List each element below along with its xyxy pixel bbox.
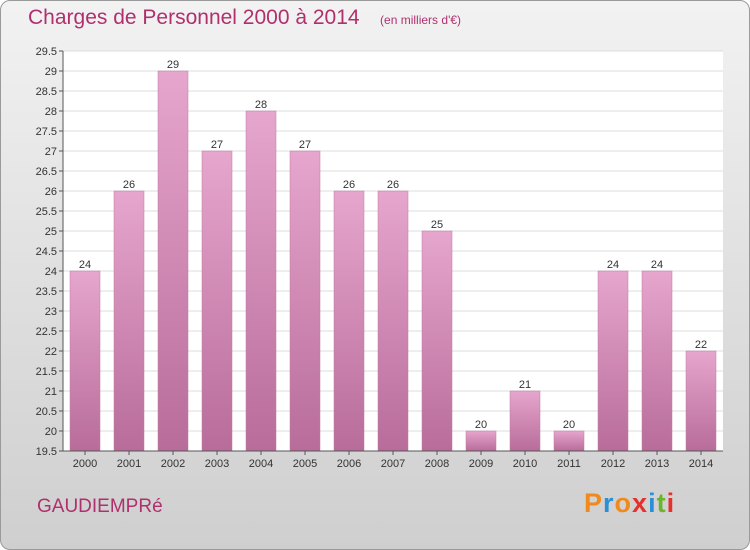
commune-name: GAUDIEMPRé	[37, 496, 163, 517]
chart-subtitle: (en milliers d'€)	[380, 13, 462, 27]
bar	[289, 150, 321, 452]
y-tick-label: 20.5	[36, 406, 57, 418]
data-label: 26	[343, 179, 355, 191]
bar	[377, 190, 409, 452]
x-tick-label: 2004	[249, 458, 273, 470]
data-label: 26	[387, 179, 399, 191]
bar	[245, 110, 277, 452]
data-label: 20	[475, 419, 487, 431]
x-tick-label: 2011	[557, 458, 581, 470]
bar	[465, 430, 497, 452]
x-tick-label: 2003	[205, 458, 229, 470]
bar	[421, 230, 453, 452]
logo-letter: i	[648, 488, 657, 518]
bar	[597, 270, 629, 452]
y-tick-label: 25	[45, 226, 57, 238]
y-tick-label: 23	[45, 306, 57, 318]
logo-letter: i	[666, 488, 676, 518]
x-tick-label: 2008	[425, 458, 449, 470]
x-tick-label: 2005	[293, 458, 317, 470]
bar	[201, 150, 233, 452]
chart-title: Charges de Personnel 2000 à 2014	[28, 6, 360, 29]
y-tick-label: 29.5	[36, 46, 57, 58]
logo-letter: t	[656, 488, 667, 518]
y-tick-label: 23.5	[36, 286, 57, 298]
y-tick-label: 22.5	[36, 326, 57, 338]
data-label: 27	[299, 139, 311, 151]
data-label: 28	[255, 99, 267, 111]
y-tick-label: 24	[45, 266, 57, 278]
bar	[113, 190, 145, 452]
x-tick-label: 2013	[645, 458, 669, 470]
logo-letter: r	[603, 488, 615, 518]
y-tick-label: 20	[45, 426, 57, 438]
data-label: 25	[431, 219, 443, 231]
data-label: 22	[695, 339, 707, 351]
y-tick-label: 26.5	[36, 166, 57, 178]
logo-letter: x	[632, 488, 649, 518]
y-tick-label: 27.5	[36, 126, 57, 138]
bar	[69, 270, 101, 452]
plot-area: 19.5 20 20.5 21 21.5 22 22.5 23 23.5 24 24.5 25 25.5…	[36, 46, 723, 470]
y-tick-label: 26	[45, 186, 57, 198]
data-label: 24	[651, 259, 663, 271]
data-label: 21	[519, 379, 531, 391]
data-label: 24	[607, 259, 619, 271]
data-label: 20	[563, 419, 575, 431]
data-label: 27	[211, 139, 223, 151]
bar	[333, 190, 365, 452]
x-tick-label: 2009	[469, 458, 493, 470]
bar	[509, 390, 541, 452]
x-tick-label: 2012	[601, 458, 625, 470]
y-tick-label: 21	[45, 386, 57, 398]
logo-letter: P	[584, 488, 604, 518]
x-tick-label: 2001	[117, 458, 141, 470]
x-tick-label: 2006	[337, 458, 361, 470]
data-label: 29	[167, 59, 179, 71]
bar	[553, 430, 585, 452]
title-row: Charges de Personnel 2000 à 2014 (en mil…	[28, 6, 461, 30]
bar	[641, 270, 673, 452]
y-tick-label: 22	[45, 346, 57, 358]
data-label: 24	[79, 259, 91, 271]
y-tick-label: 19.5	[36, 446, 57, 458]
y-tick-label: 28.5	[36, 86, 57, 98]
data-label: 26	[123, 179, 135, 191]
y-tick-label: 24.5	[36, 246, 57, 258]
x-tick-label: 2000	[73, 458, 97, 470]
y-tick-label: 27	[45, 146, 57, 158]
x-tick-label: 2002	[161, 458, 185, 470]
x-tick-label: 2014	[689, 458, 713, 470]
bar	[157, 70, 189, 452]
y-tick-label: 28	[45, 106, 57, 118]
y-tick-label: 29	[45, 66, 57, 78]
proxiti-logo: Proxiti	[584, 488, 675, 519]
bar	[685, 350, 717, 452]
x-tick-label: 2010	[513, 458, 537, 470]
y-tick-label: 21.5	[36, 366, 57, 378]
logo-letter: o	[614, 488, 633, 518]
x-tick-label: 2007	[381, 458, 405, 470]
y-tick-label: 25.5	[36, 206, 57, 218]
